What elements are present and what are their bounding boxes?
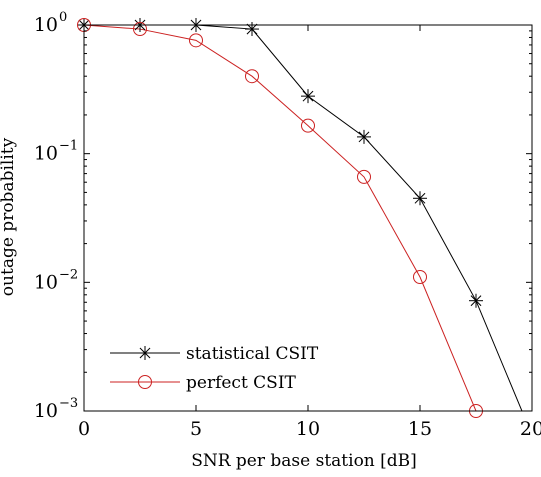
- x-tick-label: 5: [190, 418, 202, 440]
- legend: statistical CSIT perfect CSIT: [110, 344, 319, 393]
- circle-marker: [189, 33, 203, 48]
- legend-label: perfect CSIT: [186, 373, 297, 393]
- series-line: [84, 25, 477, 411]
- legend-label: statistical CSIT: [186, 344, 319, 364]
- series-perfect-csit: [84, 25, 477, 411]
- x-tick-label: 0: [78, 418, 90, 440]
- legend-item: perfect CSIT: [110, 373, 297, 393]
- y-tick-label: 10: [34, 143, 58, 165]
- y-tick-label-exponent: 0: [59, 10, 67, 25]
- circle-marker: [357, 169, 371, 184]
- asterisk-marker: [413, 191, 427, 206]
- x-tick-label: 15: [408, 418, 432, 440]
- x-tick-label: 10: [296, 418, 320, 440]
- circle-marker: [245, 69, 259, 84]
- y-tick-label-exponent: −1: [59, 139, 78, 154]
- asterisk-stroke: [302, 90, 314, 102]
- y-tick-label-exponent: −2: [59, 267, 78, 282]
- asterisk-stroke: [358, 131, 370, 143]
- asterisk-marker: [301, 89, 315, 104]
- y-axis-title: outage probability: [0, 137, 18, 296]
- x-axis-title: SNR per base station [dB]: [191, 451, 417, 471]
- x-tick-label: 20: [520, 418, 541, 440]
- asterisk-stroke: [246, 23, 258, 35]
- asterisk-stroke: [470, 295, 482, 307]
- asterisk-marker: [245, 22, 259, 37]
- asterisk-stroke: [414, 192, 426, 204]
- y-tick-label: 10: [34, 400, 58, 422]
- circle-marker: [133, 22, 147, 37]
- legend-item: statistical CSIT: [110, 344, 319, 364]
- asterisk-stroke: [139, 347, 151, 359]
- asterisk-marker: [357, 129, 371, 144]
- circle-marker: [138, 375, 152, 389]
- circle-marker: [301, 118, 315, 133]
- asterisk-marker: [138, 346, 152, 360]
- circle-marker: [413, 270, 427, 285]
- y-tick-label-exponent: −3: [59, 396, 78, 411]
- y-tick-label: 10: [34, 271, 58, 293]
- asterisk-marker: [469, 293, 483, 308]
- y-tick-label: 10: [34, 14, 58, 36]
